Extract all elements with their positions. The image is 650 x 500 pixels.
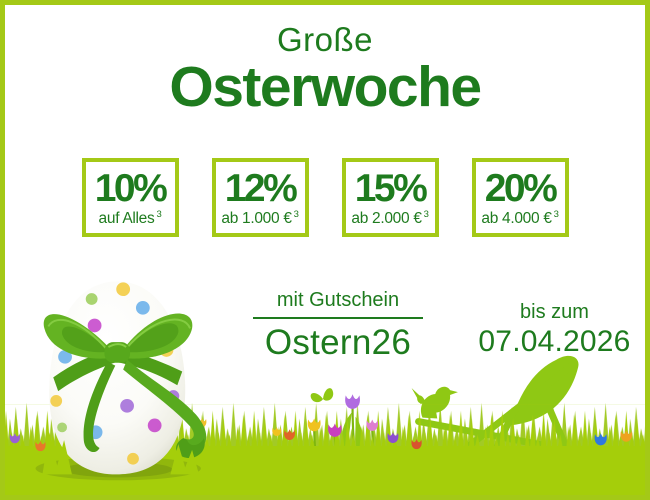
grass-tuft (170, 444, 199, 475)
validity-date: 07.04.2026 (478, 325, 631, 358)
footnote-marker: 3 (293, 208, 299, 220)
offer-box-15: 15% ab 2.000 €3 (341, 158, 439, 237)
grass-tuft (42, 432, 72, 475)
offer-percent: 12% (224, 166, 298, 210)
coupon-code: Ostern26 (264, 323, 412, 362)
offer-condition: auf Alles 3 (98, 208, 162, 227)
offer-box-10: 10% auf Alles 3 (81, 158, 179, 237)
headline: Große Osterwoche (5, 23, 645, 116)
tulip-flowers (9, 394, 633, 452)
grass-front-layer (5, 404, 645, 474)
grass-back-layer (5, 397, 645, 466)
offer-box-12: 12% ab 1.000 €3 (211, 158, 309, 237)
offer-condition: ab 1.000 €3 (221, 208, 299, 227)
butterfly-icon (416, 394, 436, 407)
discount-row: 10% auf Alles 3 12% ab 1.000 €3 15% ab 2.… (5, 158, 645, 237)
footnote-marker: 3 (553, 208, 559, 220)
offer-percent: 20% (484, 166, 558, 210)
coupon-label: mit Gutschein (253, 289, 423, 319)
tulip-leaf (355, 416, 363, 452)
offer-box-20: 20% ab 4.000 €3 (471, 158, 569, 237)
coupon-block: mit Gutschein Ostern26 (253, 289, 423, 363)
validity-block: bis zum 07.04.2026 (467, 301, 642, 359)
bird-icon (411, 386, 458, 419)
grass-band (5, 446, 645, 495)
egg-dots (50, 282, 180, 465)
footnote-marker: 3 (156, 208, 162, 220)
butterfly-icon (309, 387, 335, 405)
offer-condition: ab 4.000 €3 (481, 208, 559, 227)
validity-label: bis zum (520, 301, 589, 323)
headline-small: Große (276, 21, 374, 58)
footnote-marker: 3 (423, 208, 429, 220)
offer-percent: 15% (354, 166, 428, 210)
headline-large: Osterwoche (169, 55, 482, 119)
easter-egg-icon (35, 281, 207, 481)
tulip-leaf (342, 412, 352, 452)
flower-stems (313, 406, 375, 454)
offer-condition: ab 2.000 €3 (351, 208, 429, 227)
offer-percent: 10% (94, 166, 168, 210)
green-bow-ribbon-icon (43, 313, 207, 459)
deck-chair-icon (415, 355, 579, 461)
